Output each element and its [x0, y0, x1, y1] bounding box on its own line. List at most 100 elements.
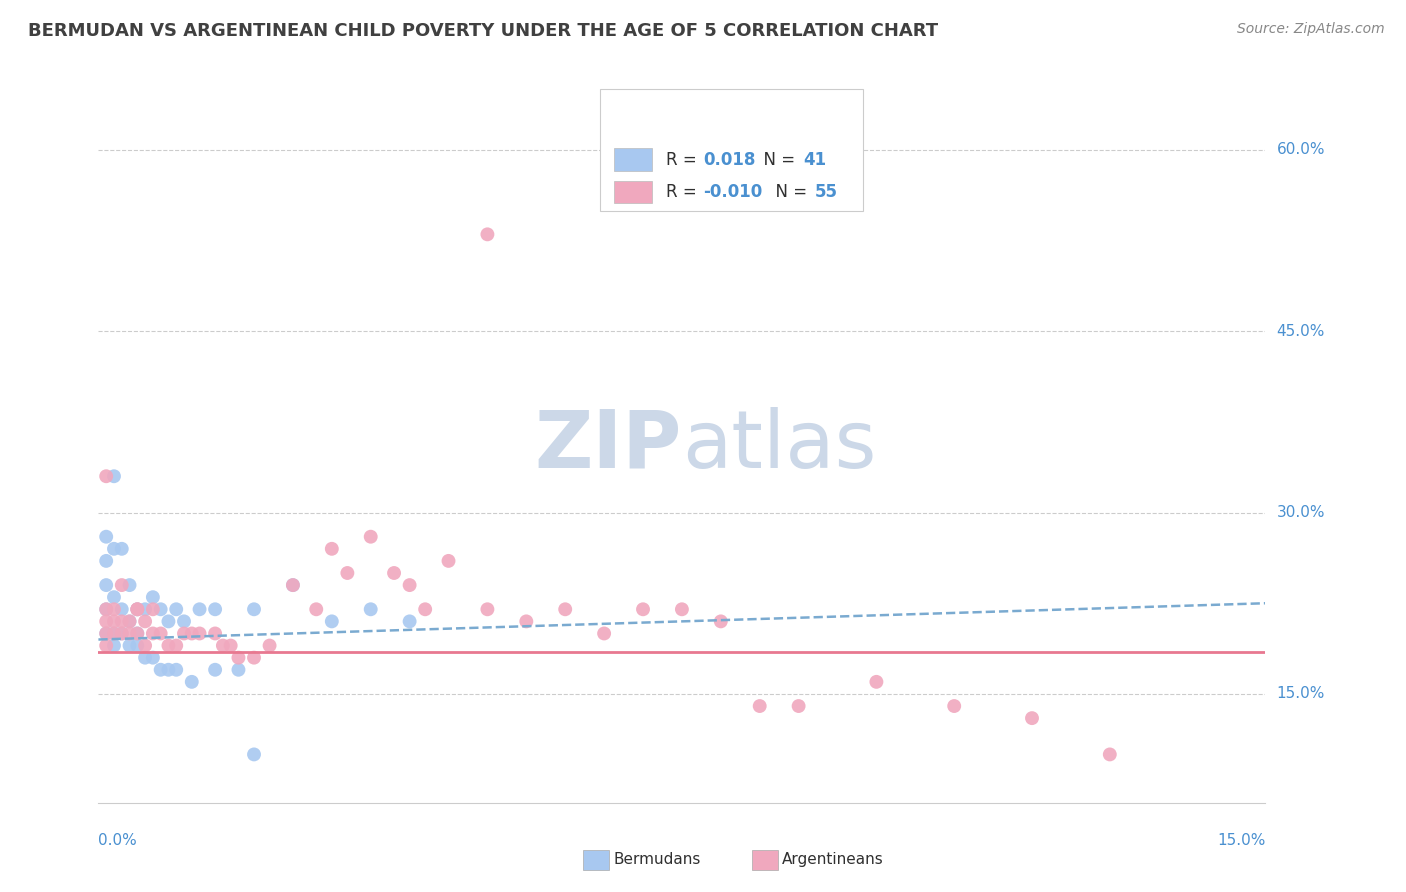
Point [173, 626, 195, 640]
Point [142, 602, 165, 616]
Point [281, 578, 304, 592]
Point [142, 626, 165, 640]
Point [96, 554, 118, 568]
FancyBboxPatch shape [614, 180, 651, 203]
Point [188, 626, 211, 640]
Point [336, 566, 359, 580]
Point [360, 602, 382, 616]
Point [865, 674, 887, 689]
Point [305, 602, 328, 616]
Point [204, 663, 226, 677]
Point [103, 602, 125, 616]
Text: 15.0%: 15.0% [1277, 687, 1324, 701]
Point [165, 663, 187, 677]
Text: 30.0%: 30.0% [1277, 505, 1324, 520]
Point [103, 541, 125, 556]
Point [710, 615, 733, 629]
Point [103, 626, 125, 640]
Point [96, 626, 118, 640]
Point [134, 650, 156, 665]
Point [111, 541, 134, 556]
Point [943, 699, 966, 714]
Point [228, 650, 250, 665]
Point [103, 590, 125, 604]
Point [118, 578, 141, 592]
Point [180, 674, 202, 689]
Point [157, 615, 180, 629]
Point [165, 639, 187, 653]
Point [103, 615, 125, 629]
Point [96, 602, 118, 616]
Text: 60.0%: 60.0% [1277, 142, 1324, 157]
Point [554, 602, 576, 616]
Text: atlas: atlas [682, 407, 876, 485]
Text: 41: 41 [803, 151, 827, 169]
Text: 0.018: 0.018 [703, 151, 755, 169]
Text: 55: 55 [815, 183, 838, 201]
Point [142, 590, 165, 604]
Point [212, 639, 235, 653]
Text: Source: ZipAtlas.com: Source: ZipAtlas.com [1237, 22, 1385, 37]
Point [127, 602, 149, 616]
FancyBboxPatch shape [600, 89, 863, 211]
Point [1098, 747, 1121, 762]
Point [96, 578, 118, 592]
Point [631, 602, 654, 616]
Point [477, 227, 499, 242]
Text: Bermudans: Bermudans [613, 853, 700, 867]
Point [96, 602, 118, 616]
Point [96, 469, 118, 483]
Point [477, 602, 499, 616]
Point [157, 639, 180, 653]
Point [173, 615, 195, 629]
Text: N =: N = [754, 151, 800, 169]
Text: 15.0%: 15.0% [1218, 833, 1265, 848]
Point [360, 530, 382, 544]
Point [111, 615, 134, 629]
Point [111, 626, 134, 640]
Point [134, 615, 156, 629]
Point [180, 626, 202, 640]
Point [127, 639, 149, 653]
Point [437, 554, 460, 568]
Point [127, 602, 149, 616]
Point [1021, 711, 1043, 725]
Point [127, 626, 149, 640]
Point [103, 639, 125, 653]
Point [96, 530, 118, 544]
Point [243, 650, 266, 665]
Point [281, 578, 304, 592]
Point [149, 626, 172, 640]
Point [398, 578, 420, 592]
Text: N =: N = [765, 183, 813, 201]
Point [118, 615, 141, 629]
Point [671, 602, 693, 616]
Point [127, 602, 149, 616]
Point [111, 626, 134, 640]
Point [165, 602, 187, 616]
Point [96, 626, 118, 640]
Point [142, 650, 165, 665]
Text: -0.010: -0.010 [703, 183, 762, 201]
Text: 0.0%: 0.0% [98, 833, 138, 848]
Point [228, 663, 250, 677]
Point [118, 615, 141, 629]
Point [515, 615, 537, 629]
Point [219, 639, 242, 653]
Point [398, 615, 420, 629]
Point [96, 615, 118, 629]
Text: R =: R = [665, 151, 702, 169]
Point [111, 578, 134, 592]
Text: BERMUDAN VS ARGENTINEAN CHILD POVERTY UNDER THE AGE OF 5 CORRELATION CHART: BERMUDAN VS ARGENTINEAN CHILD POVERTY UN… [28, 22, 938, 40]
Point [243, 747, 266, 762]
Point [204, 602, 226, 616]
FancyBboxPatch shape [614, 148, 651, 171]
Point [204, 626, 226, 640]
Point [382, 566, 405, 580]
Point [149, 602, 172, 616]
Point [593, 626, 616, 640]
Point [188, 602, 211, 616]
Point [149, 663, 172, 677]
Point [103, 469, 125, 483]
Point [111, 602, 134, 616]
